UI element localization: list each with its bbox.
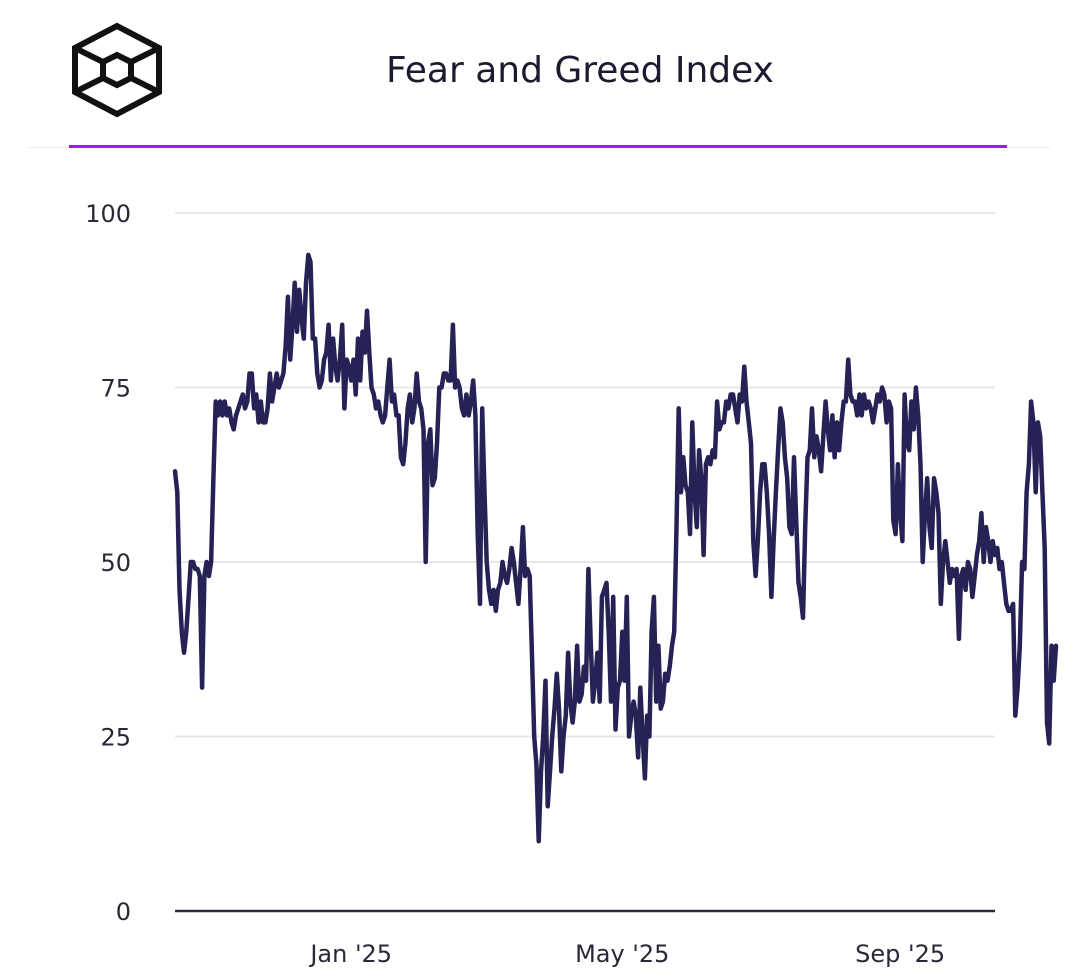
- y-tick-label-0: 0: [116, 898, 131, 926]
- y-tick-label-75: 75: [100, 375, 131, 403]
- x-tick-label-2: Sep '25: [855, 940, 945, 968]
- x-tick-label-1: May '25: [575, 940, 669, 968]
- accent-underline: [69, 145, 1007, 148]
- y-tick-label-25: 25: [100, 724, 131, 752]
- series-line-0: [172, 252, 1059, 844]
- x-tick-label-0: Jan '25: [308, 940, 392, 968]
- cube-logo-icon: [72, 22, 162, 118]
- page-title: Fear and Greed Index: [386, 50, 774, 91]
- y-tick-label-50: 50: [100, 549, 131, 577]
- y-tick-label-100: 100: [85, 200, 131, 228]
